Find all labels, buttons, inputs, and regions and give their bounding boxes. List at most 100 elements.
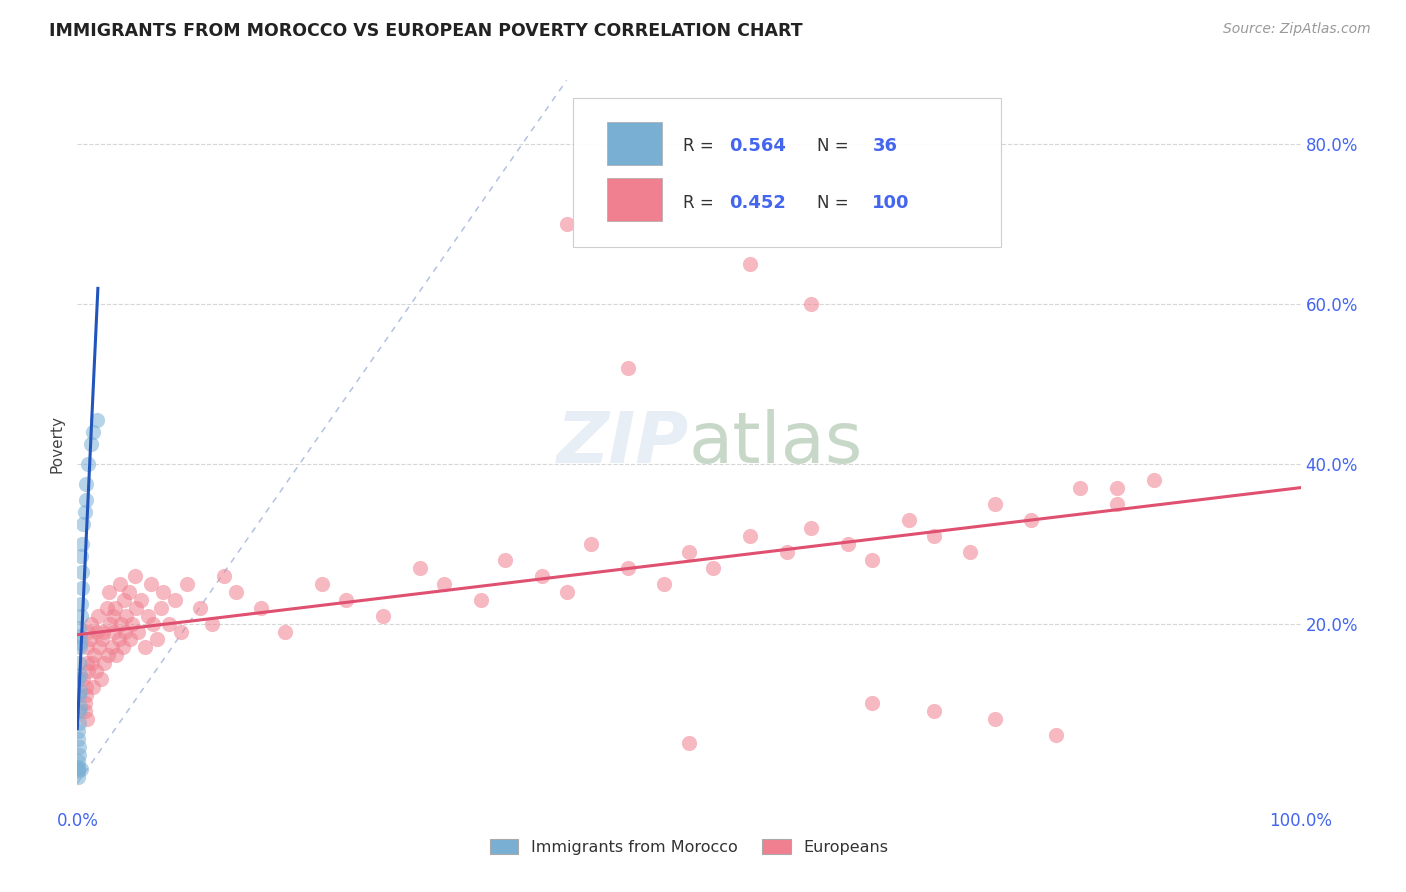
Point	[311, 576, 333, 591]
Point	[86, 413, 108, 427]
Point	[984, 497, 1007, 511]
Point	[79, 632, 101, 647]
Point	[702, 560, 724, 574]
Point	[470, 592, 492, 607]
Point	[105, 648, 128, 663]
Point	[1107, 481, 1129, 495]
Point	[69, 628, 91, 642]
Point	[89, 640, 111, 655]
Point	[212, 568, 235, 582]
Point	[188, 600, 211, 615]
Point	[67, 657, 90, 671]
Point	[84, 665, 107, 679]
Point	[115, 608, 138, 623]
Y-axis label: Poverty: Poverty	[49, 415, 65, 473]
Point	[127, 624, 149, 639]
Text: 0.452: 0.452	[730, 194, 786, 211]
Point	[146, 632, 169, 647]
Point	[67, 740, 90, 755]
Text: R =: R =	[683, 194, 718, 211]
Point	[76, 640, 98, 655]
Point	[136, 608, 159, 623]
Point	[69, 684, 91, 698]
Point	[77, 665, 100, 679]
Text: IMMIGRANTS FROM MOROCCO VS EUROPEAN POVERTY CORRELATION CHART: IMMIGRANTS FROM MOROCCO VS EUROPEAN POVE…	[49, 22, 803, 40]
Text: ZIP: ZIP	[557, 409, 689, 478]
Point	[678, 544, 700, 558]
Point	[76, 712, 98, 726]
Point	[959, 544, 981, 558]
Point	[555, 217, 578, 231]
Point	[67, 764, 90, 779]
Point	[433, 576, 456, 591]
Point	[77, 457, 100, 471]
Point	[82, 425, 104, 439]
Point	[1069, 481, 1091, 495]
Point	[67, 724, 90, 739]
Point	[114, 624, 136, 639]
Point	[922, 705, 945, 719]
Point	[201, 616, 224, 631]
Bar	[607, 122, 662, 165]
Point	[124, 568, 146, 582]
Point	[77, 624, 100, 639]
Point	[70, 762, 93, 776]
Point	[862, 697, 884, 711]
Point	[250, 600, 273, 615]
Point	[165, 592, 187, 607]
Point	[111, 640, 134, 655]
Text: atlas: atlas	[689, 409, 863, 478]
Point	[69, 640, 91, 655]
Point	[108, 632, 131, 647]
Point	[75, 476, 97, 491]
Point	[335, 592, 357, 607]
Point	[98, 584, 121, 599]
Point	[121, 616, 143, 631]
Point	[75, 492, 97, 507]
Point	[67, 689, 90, 703]
Point	[170, 624, 193, 639]
Text: 36: 36	[872, 137, 897, 155]
Point	[409, 560, 432, 574]
Point	[67, 748, 90, 763]
Point	[157, 616, 180, 631]
Point	[142, 616, 165, 631]
Point	[69, 636, 91, 650]
Point	[67, 732, 90, 747]
Point	[69, 597, 91, 611]
Text: 100: 100	[872, 194, 910, 211]
Point	[67, 620, 90, 634]
Point	[555, 584, 578, 599]
Point	[1143, 473, 1166, 487]
Point	[90, 632, 112, 647]
Point	[67, 760, 90, 774]
Point	[93, 657, 115, 671]
Point	[96, 600, 118, 615]
Point	[67, 754, 90, 768]
Point	[97, 648, 120, 663]
Point	[90, 673, 112, 687]
Point	[87, 608, 110, 623]
Point	[100, 640, 122, 655]
Point	[67, 716, 90, 731]
Point	[531, 568, 554, 582]
Point	[118, 584, 141, 599]
Point	[617, 560, 640, 574]
FancyBboxPatch shape	[572, 98, 1001, 247]
Point	[67, 673, 90, 687]
Point	[83, 648, 105, 663]
Point	[800, 521, 823, 535]
Text: N =: N =	[817, 194, 855, 211]
Bar	[607, 178, 662, 221]
Point	[70, 581, 93, 595]
Text: 0.564: 0.564	[730, 137, 786, 155]
Point	[678, 736, 700, 750]
Point	[274, 624, 297, 639]
Point	[1021, 513, 1043, 527]
Point	[740, 528, 762, 542]
Point	[110, 616, 132, 631]
Point	[125, 600, 148, 615]
Point	[108, 576, 131, 591]
Point	[922, 528, 945, 542]
Point	[139, 576, 162, 591]
